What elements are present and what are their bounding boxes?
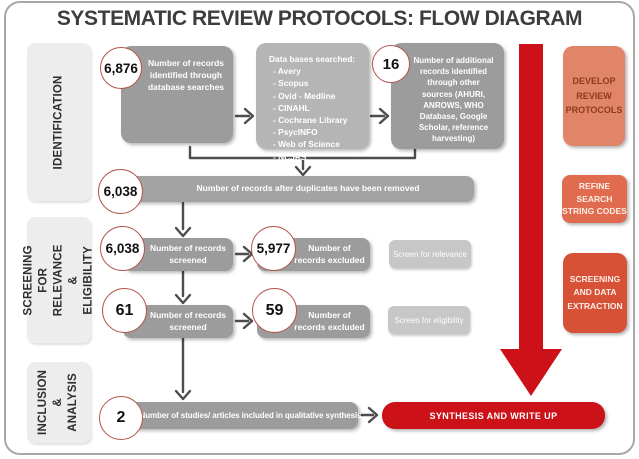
refine-search-string-codes-box: REFINE SEARCH STRING CODES	[562, 175, 627, 223]
additional-records-count: 16	[372, 45, 410, 83]
database-item: - CINAHL	[273, 102, 310, 113]
arrow-down-icon	[174, 201, 192, 238]
database-item: - Scopus	[273, 78, 309, 89]
relevance-screened-label: Number of records screened	[149, 242, 227, 265]
screen-for-eligibility-note: Screen for eligibility	[388, 306, 470, 334]
stage-identification: IDENTIFICATION	[27, 43, 91, 201]
outer-border	[4, 1, 635, 455]
relevance-excluded-count: 5,977	[251, 226, 296, 271]
arrow-right-icon	[358, 406, 379, 424]
duplicates-removed-bar: Number of records after duplicates have …	[122, 176, 474, 202]
databases-heading: Data bases searched:	[269, 54, 356, 64]
records-identified-label: Number of records identified through dat…	[147, 58, 225, 92]
eligibility-screened-count: 61	[102, 288, 147, 333]
duplicates-removed-label: Number of records after duplicates have …	[196, 183, 420, 194]
included-studies-label: Number of studies/ articles included in …	[139, 410, 362, 420]
stage-screening: SCREENING FOR RELEVANCE & ELIGIBILITY	[23, 217, 94, 343]
records-identified-count: 6,876	[100, 47, 142, 89]
synthesis-write-up-box: SYNTHESIS AND WRITE UP	[382, 402, 605, 429]
big-red-arrow-icon	[500, 44, 562, 396]
database-item: - PsycINFO	[273, 127, 318, 138]
database-item: - Web of Science	[273, 139, 340, 150]
additional-records-label: Number of additional records identified …	[413, 56, 494, 144]
included-studies-bar: Number of studies/ articles included in …	[125, 402, 362, 429]
arrow-right-icon	[234, 245, 254, 263]
arrow-down-icon	[174, 269, 192, 305]
database-item: - NCJRS	[273, 151, 307, 162]
arrow-down-icon	[174, 336, 192, 401]
stage-identification-label: IDENTIFICATION	[52, 75, 65, 169]
develop-review-protocols-box: DEVELOP REVIEW PROTOCOLS	[563, 46, 625, 146]
database-item: - Avery	[273, 66, 301, 77]
arrow-right-icon	[369, 107, 390, 125]
relevance-screened-count: 6,038	[100, 226, 145, 271]
arrow-right-icon	[234, 312, 254, 330]
databases-box: Data bases searched: - Avery - Scopus - …	[256, 43, 369, 162]
stage-inclusion-label: INCLUSION & ANALYSIS	[37, 369, 80, 436]
arrow-right-icon	[234, 107, 255, 125]
page-title: SYSTEMATIC REVIEW PROTOCOLS: FLOW DIAGRA…	[56, 7, 583, 30]
stage-screening-label: SCREENING FOR RELEVANCE & ELIGIBILITY	[22, 244, 95, 316]
screening-and-data-extraction-box: SCREENING AND DATA EXTRACTION	[563, 253, 627, 333]
eligibility-excluded-count: 59	[252, 288, 297, 333]
included-studies-count: 2	[99, 396, 143, 440]
database-item: - Cochrane Library	[273, 114, 348, 125]
screen-for-relevance-note: Screen for relevance	[389, 240, 471, 268]
relevance-excluded-label: Number of records excluded	[294, 242, 365, 265]
duplicates-removed-count: 6,038	[98, 169, 143, 214]
arrow-down-icon	[294, 156, 312, 177]
database-item: - Ovid - Medline	[273, 90, 336, 101]
eligibility-screened-label: Number of records screened	[149, 309, 227, 332]
eligibility-excluded-label: Number of records excluded	[294, 309, 365, 332]
stage-inclusion: INCLUSION & ANALYSIS	[27, 362, 91, 443]
